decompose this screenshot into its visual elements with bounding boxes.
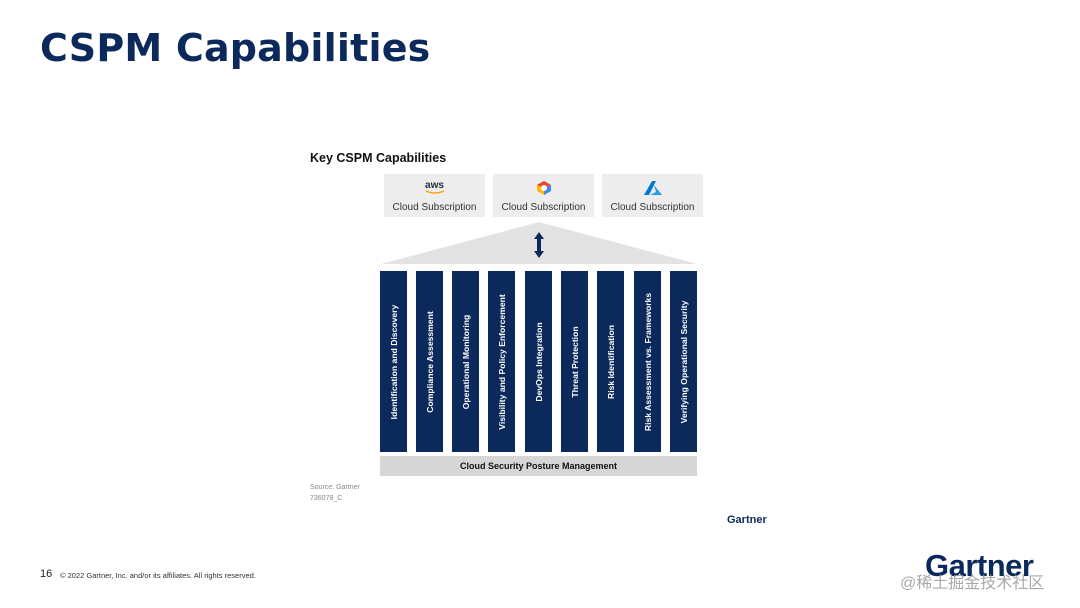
subscription-aws: aws Cloud Subscription [384, 174, 485, 217]
figure-gartner-logo: Gartner [727, 514, 767, 526]
source-text: Source: Gartner [310, 484, 360, 491]
figure-source: Source: Gartner 736078_C [310, 482, 360, 504]
pillar-operational-monitoring: Operational Monitoring [452, 271, 479, 452]
page-number: 16 [40, 568, 53, 580]
pillar-verifying-operational-security: Verifying Operational Security [670, 271, 697, 452]
subscription-label: Cloud Subscription [501, 202, 586, 213]
pillar-visibility-policy-enforcement: Visibility and Policy Enforcement [488, 271, 515, 452]
base-cspm: Cloud Security Posture Management [380, 456, 697, 476]
aws-logo: aws [425, 180, 444, 194]
pillar-identification-discovery: Identification and Discovery [380, 271, 407, 452]
pillar-compliance-assessment: Compliance Assessment [416, 271, 443, 452]
copyright: © 2022 Gartner, Inc. and/or its affiliat… [60, 571, 256, 580]
figure-title: Key CSPM Capabilities [310, 151, 447, 165]
roof [381, 222, 697, 264]
subscription-azure: Cloud Subscription [602, 174, 703, 217]
subscription-label: Cloud Subscription [610, 202, 695, 213]
google-cloud-icon [493, 180, 594, 196]
pillar-risk-identification: Risk Identification [597, 271, 624, 452]
figure-id: 736078_C [310, 495, 343, 502]
subscription-google-cloud: Cloud Subscription [493, 174, 594, 217]
azure-icon [602, 180, 703, 196]
subscription-label: Cloud Subscription [392, 202, 477, 213]
double-arrow-icon [534, 232, 544, 258]
pillar-risk-assessment-frameworks: Risk Assessment vs. Frameworks [634, 271, 661, 452]
gartner-logo: Gartner [925, 548, 1034, 583]
watermark: @稀土掘金技术社区 [900, 575, 1045, 592]
pillar-threat-protection: Threat Protection [561, 271, 588, 452]
pillar-devops-integration: DevOps Integration [525, 271, 552, 452]
slide-title: CSPM Capabilities [40, 26, 431, 70]
